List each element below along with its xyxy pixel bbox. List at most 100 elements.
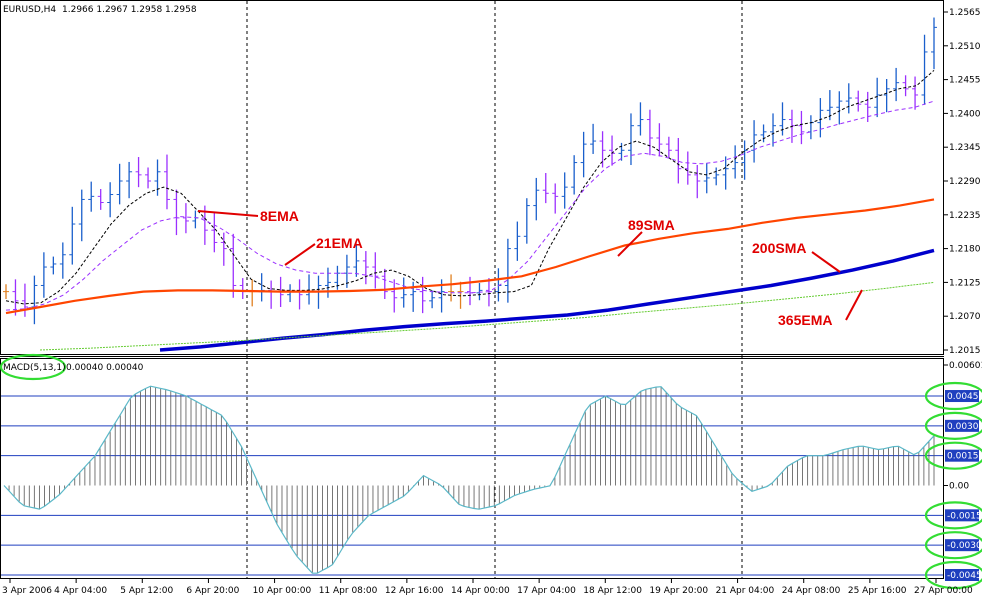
price-bar bbox=[713, 167, 720, 186]
price-bar bbox=[883, 78, 890, 113]
price-bar bbox=[722, 156, 729, 190]
price-tick-label: 1.2565 bbox=[949, 8, 981, 18]
price-bar bbox=[675, 137, 682, 184]
ohlc-readout: 1.2966 1.2967 1.2958 1.2958 bbox=[62, 5, 197, 15]
ma-line-365ema bbox=[39, 281, 935, 351]
level-highlight-circle bbox=[924, 381, 982, 411]
price-bar bbox=[646, 109, 653, 156]
price-bar bbox=[372, 252, 379, 289]
time-tick-label: 11 Apr 08:00 bbox=[319, 586, 378, 596]
level-highlight-circle bbox=[924, 560, 982, 590]
price-tick-label: 1.2015 bbox=[949, 346, 981, 356]
price-bar bbox=[504, 238, 511, 303]
price-bar bbox=[107, 182, 114, 218]
level-value-box bbox=[945, 419, 979, 432]
annotation-pointer bbox=[617, 231, 643, 257]
price-bar bbox=[448, 274, 455, 302]
price-bar bbox=[192, 210, 199, 229]
price-bar bbox=[637, 102, 644, 136]
level-value-label: -0.0015 bbox=[947, 511, 982, 521]
price-bar bbox=[419, 276, 426, 314]
price-bar bbox=[609, 135, 616, 166]
price-bar bbox=[239, 278, 246, 299]
price-bar bbox=[88, 181, 95, 212]
price-bar bbox=[126, 161, 133, 199]
price-bar bbox=[874, 77, 881, 118]
macd-histogram bbox=[1, 385, 943, 576]
price-bar bbox=[220, 232, 227, 266]
price-bar bbox=[514, 221, 521, 261]
price-bar bbox=[324, 267, 331, 298]
time-tick-label: 12 Apr 16:00 bbox=[385, 586, 444, 596]
time-tick-label: 18 Apr 12:00 bbox=[583, 586, 642, 596]
price-bar bbox=[476, 283, 483, 301]
price-bar bbox=[836, 91, 843, 125]
time-tick-label: 14 Apr 00:00 bbox=[451, 586, 510, 596]
level-value-box bbox=[945, 569, 979, 581]
price-bar bbox=[912, 76, 919, 110]
ma-line-8ema bbox=[5, 70, 935, 305]
price-tick-label: 1.2510 bbox=[949, 42, 981, 52]
annotation-21ema: 21EMA bbox=[316, 235, 363, 251]
macd-signal-line bbox=[3, 385, 935, 574]
price-bar bbox=[400, 277, 407, 308]
time-tick-label: 24 Apr 08:00 bbox=[782, 586, 841, 596]
time-tick-label: 5 Apr 12:00 bbox=[120, 586, 173, 596]
price-bar bbox=[457, 281, 464, 309]
annotation-200sma: 200SMA bbox=[752, 240, 806, 256]
annotation-pointer bbox=[845, 289, 863, 321]
price-bar bbox=[732, 145, 739, 179]
price-bar bbox=[249, 279, 256, 307]
price-bar bbox=[798, 110, 805, 145]
time-tick-label: 3 Apr 2006 bbox=[2, 586, 52, 596]
level-highlight-circle bbox=[924, 501, 982, 530]
price-bar bbox=[741, 140, 748, 180]
level-value-label: 0.0015 bbox=[947, 452, 979, 462]
price-bar bbox=[40, 252, 47, 298]
price-bar bbox=[78, 189, 85, 242]
price-bar bbox=[826, 90, 833, 121]
price-bar bbox=[268, 280, 275, 309]
price-bar bbox=[845, 83, 852, 114]
title-highlight-circle bbox=[0, 353, 67, 381]
ma-line-89sma bbox=[5, 198, 935, 315]
price-bar bbox=[627, 113, 634, 166]
price-bar bbox=[135, 157, 142, 188]
price-bar bbox=[864, 91, 871, 123]
price-bar bbox=[893, 67, 900, 102]
price-bar bbox=[258, 273, 265, 302]
price-tick-label: 1.2455 bbox=[949, 76, 981, 86]
price-tick-label: 1.2070 bbox=[949, 312, 981, 322]
price-bar bbox=[694, 165, 701, 199]
price-bar bbox=[287, 284, 294, 303]
level-value-label: 0.0045 bbox=[947, 392, 979, 402]
annotation-pointer bbox=[811, 251, 841, 273]
price-tick-label: 1.2235 bbox=[949, 211, 981, 221]
price-bar bbox=[3, 284, 9, 299]
price-bar bbox=[182, 203, 189, 234]
price-bar bbox=[21, 283, 28, 317]
price-tick-label: 1.2400 bbox=[949, 109, 981, 119]
price-bar bbox=[533, 177, 540, 221]
price-bar bbox=[116, 163, 123, 205]
price-bar bbox=[173, 189, 180, 236]
annotation-pointer bbox=[284, 243, 316, 266]
price-bar bbox=[855, 90, 862, 112]
price-bar bbox=[163, 154, 170, 210]
level-value-box bbox=[945, 509, 979, 522]
level-highlight-circle bbox=[924, 441, 982, 470]
price-bar bbox=[381, 268, 388, 299]
price-bar bbox=[31, 275, 38, 325]
annotation-8ema: 8EMA bbox=[260, 208, 299, 224]
price-bar bbox=[779, 102, 786, 136]
level-value-box bbox=[945, 539, 979, 552]
ma-line-21ema bbox=[5, 100, 935, 311]
price-bar bbox=[656, 123, 663, 157]
price-panel-frame bbox=[0, 0, 944, 355]
price-bar bbox=[211, 212, 218, 253]
price-bar bbox=[921, 34, 928, 105]
time-tick-label: 4 Apr 04:00 bbox=[54, 586, 107, 596]
price-bar bbox=[145, 167, 152, 189]
time-tick-label: 19 Apr 20:00 bbox=[649, 586, 708, 596]
price-bar bbox=[230, 233, 237, 298]
